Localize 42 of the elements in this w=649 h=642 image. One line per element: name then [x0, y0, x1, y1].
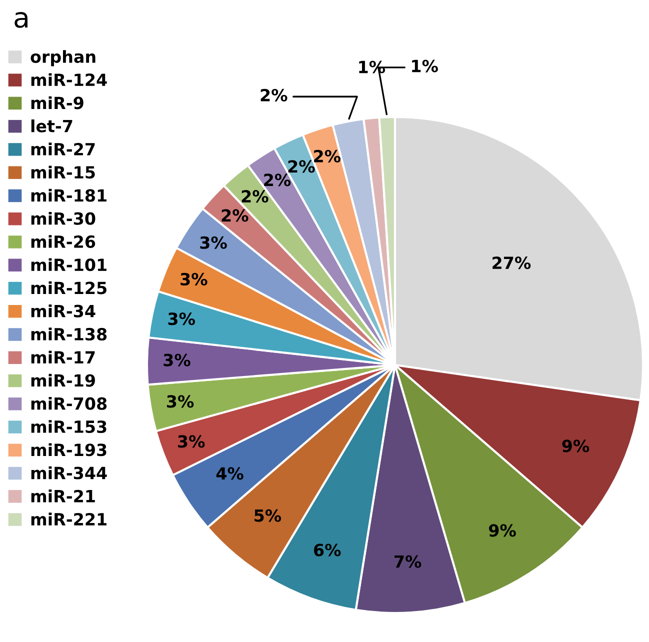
data-label: 1% — [412, 60, 438, 72]
data-label: 2% — [260, 88, 288, 102]
legend-label: miR-101 — [31, 258, 106, 272]
legend-label: miR-9 — [31, 96, 84, 110]
data-label: 3% — [167, 395, 194, 408]
legend-label: miR-181 — [31, 188, 106, 202]
data-label: 27% — [492, 256, 531, 270]
data-label: 3% — [164, 354, 190, 366]
data-label: 3% — [180, 272, 208, 286]
legend-label: miR-19 — [31, 374, 95, 387]
legend-label: miR-15 — [31, 166, 95, 179]
legend-label: miR-21 — [31, 490, 95, 502]
data-label: 2% — [288, 160, 315, 173]
data-label: 2% — [314, 150, 341, 162]
legend-label: miR-193 — [31, 443, 106, 456]
legend-label: miR-27 — [31, 142, 95, 156]
legend-label: miR-26 — [31, 235, 96, 248]
data-label: 5% — [254, 509, 282, 522]
legend-label: miR-125 — [31, 281, 106, 294]
legend-label: miR-153 — [31, 420, 106, 434]
data-label: 3% — [178, 435, 205, 448]
data-label: 2% — [242, 190, 268, 203]
data-label: 3% — [200, 236, 227, 249]
legend-label: miR-17 — [31, 350, 95, 364]
legend-label: miR-221 — [31, 512, 106, 526]
data-label: 3% — [168, 312, 195, 326]
legend-label: miR-34 — [31, 304, 96, 318]
legend-label: miR-344 — [31, 466, 107, 480]
data-label: 2% — [264, 174, 291, 186]
legend-label: miR-138 — [31, 328, 107, 341]
data-label: 9% — [562, 440, 590, 452]
data-label: 4% — [216, 467, 244, 480]
legend-label: miR-124 — [31, 73, 107, 86]
data-label: 9% — [488, 524, 516, 537]
text: a — [14, 12, 28, 28]
legend-label: orphan — [30, 50, 96, 66]
legend-label: miR-708 — [31, 397, 107, 410]
data-label: 7% — [394, 555, 422, 568]
legend-label: let-7 — [31, 119, 72, 132]
legend-label: miR-30 — [31, 212, 96, 225]
data-label: 6% — [314, 544, 341, 556]
data-label: 2% — [222, 209, 248, 222]
